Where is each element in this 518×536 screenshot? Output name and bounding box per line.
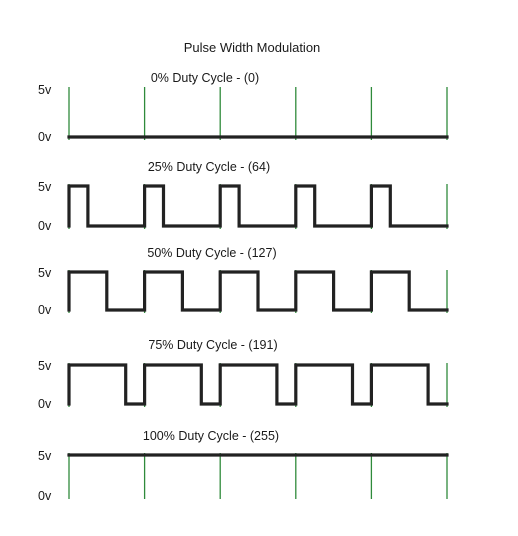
pwm-panel-0: 0% Duty Cycle - (0) 5v 0v <box>38 71 449 144</box>
diagram-title: Pulse Width Modulation <box>184 40 321 55</box>
pwm-panel-50: 50% Duty Cycle - (127) 5v 0v <box>38 246 449 317</box>
low-level-label: 0v <box>38 219 52 233</box>
panel-label: 50% Duty Cycle - (127) <box>147 246 276 260</box>
high-level-label: 5v <box>38 359 52 373</box>
low-level-label: 0v <box>38 489 52 503</box>
high-level-label: 5v <box>38 449 52 463</box>
panel-label: 75% Duty Cycle - (191) <box>148 338 277 352</box>
panel-label: 100% Duty Cycle - (255) <box>143 429 279 443</box>
pwm-waveform <box>67 184 449 228</box>
pwm-waveform <box>67 363 449 406</box>
low-level-label: 0v <box>38 397 52 411</box>
panel-label: 0% Duty Cycle - (0) <box>151 71 259 85</box>
pwm-panel-100: 100% Duty Cycle - (255) 5v 0v <box>38 429 449 503</box>
low-level-label: 0v <box>38 130 52 144</box>
panel-label: 25% Duty Cycle - (64) <box>148 160 270 174</box>
high-level-label: 5v <box>38 83 52 97</box>
pwm-waveform <box>67 270 449 312</box>
low-level-label: 0v <box>38 303 52 317</box>
high-level-label: 5v <box>38 180 52 194</box>
high-level-label: 5v <box>38 266 52 280</box>
pwm-panel-75: 75% Duty Cycle - (191) 5v 0v <box>38 338 449 411</box>
pwm-panel-25: 25% Duty Cycle - (64) 5v 0v <box>38 160 449 233</box>
